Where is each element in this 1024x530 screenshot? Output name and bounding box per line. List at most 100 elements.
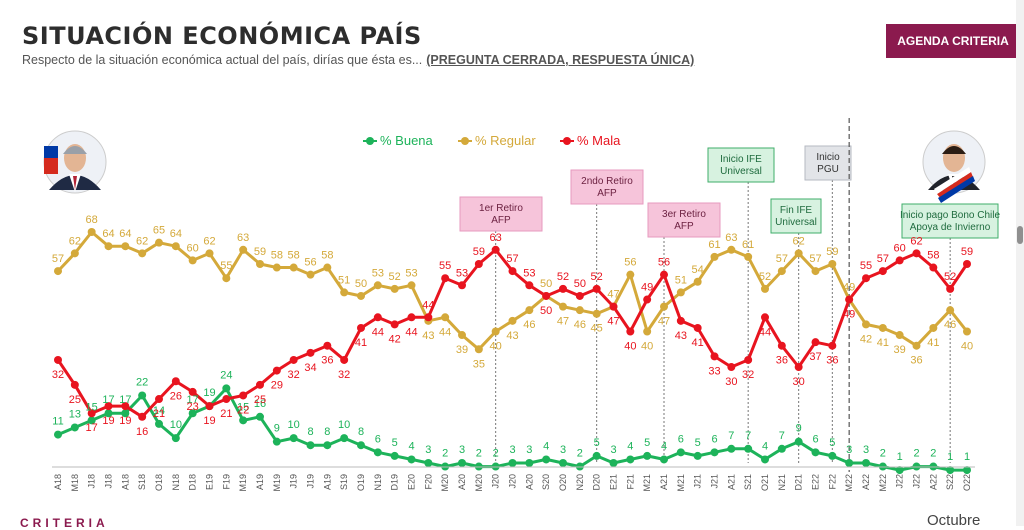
x-tick-label: D20 (592, 474, 602, 491)
event-marker: Inicio PGU (804, 145, 852, 463)
data-label: 68 (86, 214, 98, 226)
data-label: 52 (944, 271, 956, 283)
x-tick-label: A19 (255, 474, 265, 490)
data-point (912, 249, 921, 258)
avatar-hair (63, 146, 87, 154)
data-point (458, 281, 466, 290)
data-label: 4 (661, 440, 667, 452)
data-label: 63 (725, 232, 737, 244)
data-point (727, 363, 736, 372)
scrollbar-thumb[interactable] (1017, 226, 1023, 244)
data-point (373, 313, 382, 322)
x-tick-label: J19 (306, 474, 316, 489)
data-point (256, 412, 264, 421)
data-point (323, 263, 332, 272)
event-label: 1er Retiro AFP (479, 203, 523, 226)
data-point (188, 409, 197, 418)
x-tick-label: N21 (777, 474, 787, 491)
event-label: 3er Retiro AFP (662, 209, 706, 232)
data-point (727, 245, 736, 254)
x-tick-label: A21 (659, 474, 669, 490)
data-label: 62 (793, 235, 805, 247)
data-label: 3 (526, 444, 532, 456)
data-label: 51 (338, 274, 350, 286)
data-point (373, 448, 382, 457)
x-tick-label: S20 (541, 474, 551, 490)
data-label: 17 (102, 394, 114, 406)
data-label: 23 (187, 401, 199, 413)
x-tick-label: F19 (221, 474, 231, 490)
data-label: 7 (728, 430, 734, 442)
data-point (54, 267, 62, 276)
data-point (777, 267, 786, 276)
data-point (256, 380, 264, 389)
data-label: 52 (389, 271, 401, 283)
data-point (609, 302, 618, 311)
vertical-scrollbar[interactable] (1016, 0, 1024, 526)
data-point (138, 249, 147, 258)
data-point (239, 245, 248, 254)
data-point (744, 444, 753, 453)
data-label: 44 (405, 326, 417, 338)
data-label: 7 (779, 430, 785, 442)
data-point (660, 270, 668, 279)
data-label: 56 (624, 257, 636, 269)
data-label: 47 (607, 316, 619, 328)
data-label: 39 (894, 344, 906, 356)
data-label: 3 (610, 444, 616, 456)
data-point (862, 274, 870, 283)
data-label: 49 (641, 282, 653, 294)
data-label: 49 (843, 282, 855, 294)
data-point (222, 274, 231, 283)
data-point (525, 459, 534, 467)
data-label: 2 (442, 448, 448, 460)
data-point (626, 327, 635, 336)
x-tick-label: S22 (945, 474, 955, 490)
data-label: 2 (493, 448, 499, 460)
x-tick-label: J22 (895, 474, 905, 489)
data-point (676, 316, 685, 325)
presidential-sash-white (934, 167, 971, 194)
x-tick-label: E21 (609, 474, 619, 490)
data-point (862, 320, 870, 329)
data-point (390, 284, 399, 293)
data-label: 2 (577, 448, 583, 460)
data-label: 10 (170, 419, 182, 431)
data-label: 63 (237, 232, 249, 244)
data-point (239, 416, 248, 425)
data-point (104, 409, 113, 418)
data-point (811, 267, 820, 276)
data-point (407, 313, 416, 322)
data-point (491, 327, 500, 336)
data-point (424, 459, 433, 467)
page-title: SITUACIÓN ECONÓMICA PAÍS (22, 22, 422, 50)
data-label: 26 (170, 390, 182, 402)
data-label: 34 (304, 362, 316, 374)
x-tick-label: O18 (154, 474, 164, 491)
x-tick-label: J22 (912, 474, 922, 489)
data-point (87, 228, 96, 236)
data-label: 54 (692, 264, 704, 276)
data-label: 32 (742, 369, 754, 381)
data-point (171, 434, 180, 443)
data-label: 39 (456, 344, 468, 356)
chart-legend: % Buena % Regular % Mala (363, 133, 621, 148)
data-label: 30 (793, 376, 805, 388)
data-point (171, 377, 180, 386)
data-point (946, 284, 955, 293)
data-point (559, 459, 567, 467)
data-point (155, 238, 163, 247)
x-tick-label: E22 (811, 474, 821, 490)
data-point (272, 366, 281, 375)
data-label: 42 (860, 333, 872, 345)
data-label: 10 (338, 419, 350, 431)
event-label: Inicio IFE Universal (720, 154, 762, 177)
data-label: 57 (776, 253, 788, 265)
data-label: 56 (304, 257, 316, 269)
x-tick-label: S21 (743, 474, 753, 490)
agenda-criteria-badge[interactable]: AGENDA CRITERIA (886, 24, 1020, 58)
series-points (54, 228, 971, 475)
event-marker: 1er Retiro AFP (459, 196, 543, 463)
data-label: 3 (509, 444, 515, 456)
